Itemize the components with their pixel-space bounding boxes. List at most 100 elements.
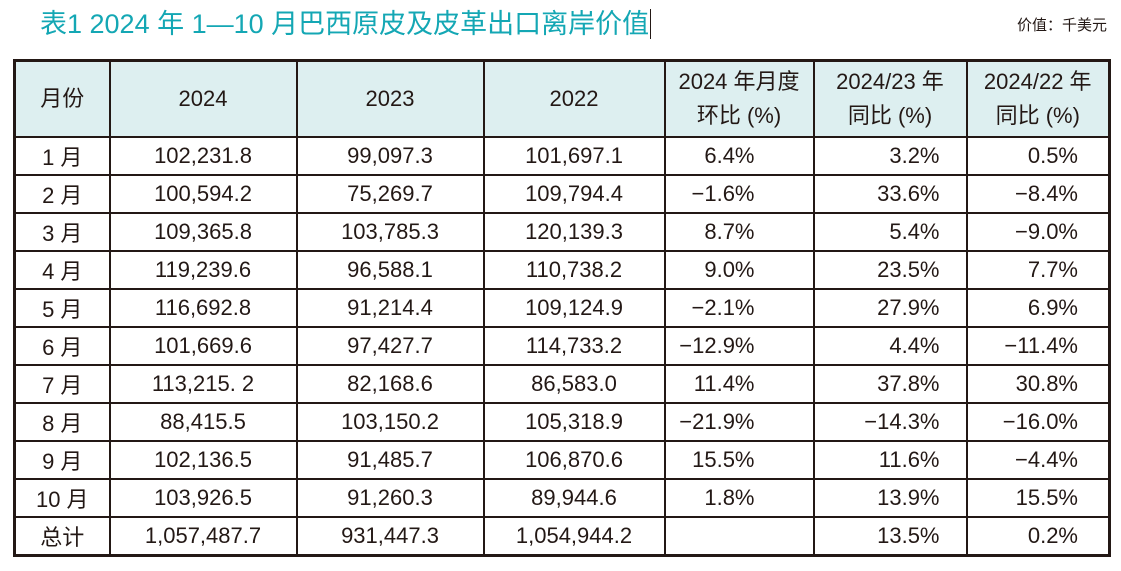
cell-month: 9 月 (13, 440, 111, 480)
cell-mom-pct: −2.1% (663, 288, 815, 328)
cell-value-2023: 931,447.3 (295, 516, 485, 557)
table-body: 1 月 102,231.8 99,097.3 101,697.1 6.4% 3.2% 0.5… (13, 136, 1111, 557)
header-line-1: 2024/23 年 (836, 69, 944, 94)
cell-value-2023: 75,269.7 (295, 174, 485, 214)
header-row: 月份 2024 2023 2022 2024 年月度 环比 (%) 2024/23 年同比 … (13, 59, 1111, 138)
header-2023: 2023 (295, 59, 485, 138)
cell-month: 5 月 (13, 288, 111, 328)
header-line-2: 同比 (%) (847, 103, 933, 128)
text-cursor (650, 9, 652, 39)
table-title: 表1 2024 年 1—10 月巴西原皮及皮革出口离岸价值 (40, 6, 652, 42)
cell-yoy-2022-pct: 0.2% (965, 516, 1111, 557)
cell-value-2022: 101,697.1 (482, 136, 666, 176)
header-month: 月份 (13, 59, 111, 138)
table-row: 4 月 119,239.6 96,588.1 110,738.2 9.0% 23.5% 7.… (13, 250, 1111, 290)
header-2022: 2022 (482, 59, 666, 138)
cell-yoy-2022-pct: −8.4% (965, 174, 1111, 214)
cell-mom-pct: 11.4% (663, 364, 815, 404)
cell-value-2023: 99,097.3 (295, 136, 485, 176)
cell-value-2022: 89,944.6 (482, 478, 666, 518)
cell-mom-pct: 8.7% (663, 212, 815, 252)
cell-mom-pct: −12.9% (663, 326, 815, 366)
cell-value-2024: 116,692.8 (108, 288, 298, 328)
cell-value-2023: 103,785.3 (295, 212, 485, 252)
header-yoy-2022: 2024/22 年同比 (%) (965, 59, 1111, 138)
cell-yoy-2023-pct: 13.5% (812, 516, 968, 557)
cell-yoy-2023-pct: 37.8% (812, 364, 968, 404)
cell-value-2024: 102,231.8 (108, 136, 298, 176)
cell-yoy-2023-pct: 27.9% (812, 288, 968, 328)
header-line-1: 2022 (549, 86, 599, 111)
cell-yoy-2022-pct: 7.7% (965, 250, 1111, 290)
cell-mom-pct: 9.0% (663, 250, 815, 290)
cell-yoy-2023-pct: 33.6% (812, 174, 968, 214)
cell-month: 2 月 (13, 174, 111, 214)
cell-value-2024: 103,926.5 (108, 478, 298, 518)
cell-month: 7 月 (13, 364, 111, 404)
cell-yoy-2022-pct: 6.9% (965, 288, 1111, 328)
table-row: 6 月 101,669.6 97,427.7 114,733.2 −12.9% 4.4% −… (13, 326, 1111, 366)
cell-mom-pct (663, 516, 815, 557)
cell-yoy-2022-pct: 0.5% (965, 136, 1111, 176)
cell-yoy-2022-pct: −11.4% (965, 326, 1111, 366)
header-line-1: 2024/22 年 (983, 69, 1092, 94)
table-row: 9 月 102,136.5 91,485.7 106,870.6 15.5% 11.6% −… (13, 440, 1111, 480)
table-row: 10 月 103,926.5 91,260.3 89,944.6 1.8% 13.9% 15… (13, 478, 1111, 518)
cell-value-2024: 100,594.2 (108, 174, 298, 214)
export-value-table: 月份 2024 2023 2022 2024 年月度 环比 (%) 2024/23 年同比 … (13, 59, 1111, 557)
cell-yoy-2023-pct: 4.4% (812, 326, 968, 366)
header-line-2: 同比 (%) (995, 103, 1080, 128)
cell-mom-pct: 1.8% (663, 478, 815, 518)
header-line-1: 2024 年月度 (678, 69, 800, 94)
table-title-text: 表1 2024 年 1—10 月巴西原皮及皮革出口离岸价值 (40, 9, 650, 39)
header-2024: 2024 (108, 59, 298, 138)
cell-month: 8 月 (13, 402, 111, 442)
cell-value-2023: 103,150.2 (295, 402, 485, 442)
header-yoy-2023: 2024/23 年同比 (%) (812, 59, 968, 138)
cell-value-2023: 97,427.7 (295, 326, 485, 366)
cell-value-2022: 1,054,944.2 (482, 516, 666, 557)
unit-label: 价值：千美元 (1016, 16, 1107, 34)
cell-mom-pct: −1.6% (663, 174, 815, 214)
cell-month: 4 月 (13, 250, 111, 290)
cell-yoy-2022-pct: 30.8% (965, 364, 1111, 404)
cell-value-2022: 86,583.0 (482, 364, 666, 404)
cell-value-2023: 91,214.4 (295, 288, 485, 328)
table-row: 5 月 116,692.8 91,214.4 109,124.9 −2.1% 27.9% 6… (13, 288, 1111, 328)
cell-value-2024: 1,057,487.7 (108, 516, 298, 557)
cell-value-2022: 109,124.9 (482, 288, 666, 328)
header-line-2: 环比 (%) (696, 103, 782, 128)
table-row: 8 月 88,415.5 103,150.2 105,318.9 −21.9% −14.3… (13, 402, 1111, 442)
table-row: 3 月 109,365.8 103,785.3 120,139.3 8.7% 5.4% −9… (13, 212, 1111, 252)
cell-mom-pct: 6.4% (663, 136, 815, 176)
cell-month: 3 月 (13, 212, 111, 252)
table-row: 2 月 100,594.2 75,269.7 109,794.4 −1.6% 33.6% −… (13, 174, 1111, 214)
cell-yoy-2023-pct: 3.2% (812, 136, 968, 176)
cell-yoy-2023-pct: 11.6% (812, 440, 968, 480)
cell-value-2024: 113,215. 2 (108, 364, 298, 404)
cell-value-2022: 109,794.4 (482, 174, 666, 214)
cell-value-2023: 82,168.6 (295, 364, 485, 404)
cell-month: 1 月 (13, 136, 111, 176)
cell-yoy-2023-pct: 23.5% (812, 250, 968, 290)
header-mom: 2024 年月度 环比 (%) (663, 59, 815, 138)
cell-yoy-2023-pct: 5.4% (812, 212, 968, 252)
cell-mom-pct: −21.9% (663, 402, 815, 442)
header-line-1: 2023 (365, 86, 415, 111)
cell-month: 总计 (13, 516, 111, 557)
cell-value-2022: 120,139.3 (482, 212, 666, 252)
cell-yoy-2022-pct: −16.0% (965, 402, 1111, 442)
cell-value-2022: 114,733.2 (482, 326, 666, 366)
header-line-1: 2024 (178, 86, 228, 111)
cell-value-2024: 101,669.6 (108, 326, 298, 366)
table-row: 7 月 113,215. 2 82,168.6 86,583.0 11.4% 37.8% 3… (13, 364, 1111, 404)
cell-value-2023: 91,485.7 (295, 440, 485, 480)
cell-yoy-2023-pct: −14.3% (812, 402, 968, 442)
cell-value-2024: 119,239.6 (108, 250, 298, 290)
cell-value-2024: 102,136.5 (108, 440, 298, 480)
cell-month: 6 月 (13, 326, 111, 366)
cell-mom-pct: 15.5% (663, 440, 815, 480)
cell-yoy-2023-pct: 13.9% (812, 478, 968, 518)
cell-value-2022: 106,870.6 (482, 440, 666, 480)
cell-value-2022: 110,738.2 (482, 250, 666, 290)
